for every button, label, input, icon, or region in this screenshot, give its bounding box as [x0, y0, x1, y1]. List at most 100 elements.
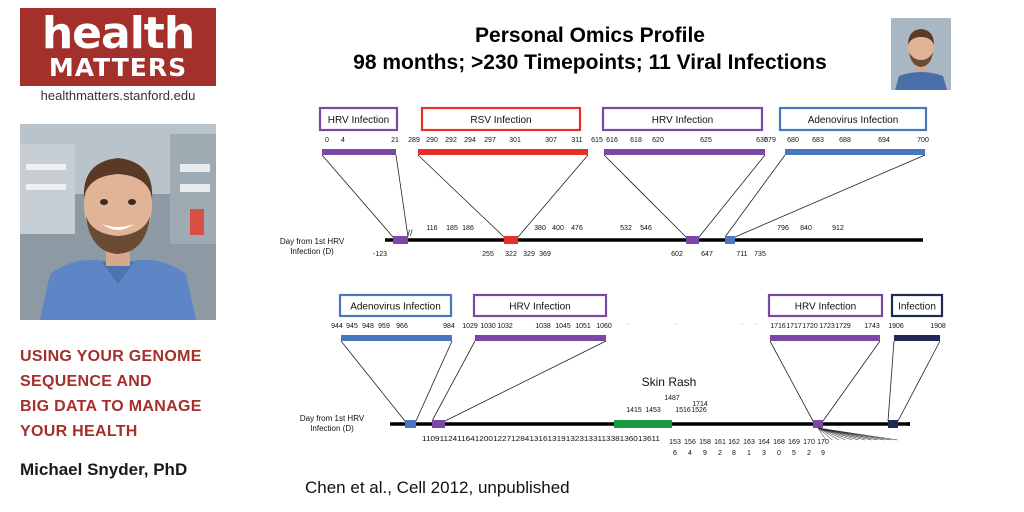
day-tick-label: 1030 — [480, 323, 496, 330]
slide-title-line: 98 months; >230 Timepoints; 11 Viral Inf… — [353, 51, 827, 74]
day-tick-label: 1717 — [786, 323, 802, 330]
zoom-connector-line — [698, 154, 766, 238]
day-tick-label: 1051 — [575, 323, 591, 330]
zoom-connector-line — [395, 154, 409, 238]
day-tick-label: 290 — [426, 137, 438, 144]
zoom-connector-line — [444, 340, 607, 422]
day-tick-label: 694 — [878, 137, 890, 144]
day-tick-label: 616 — [606, 137, 618, 144]
timepoint-label-row: 170 — [817, 439, 829, 446]
timepoint-label-below: 255 — [482, 251, 494, 258]
infection-label: Adenovirus Infection — [350, 302, 441, 313]
faint-tick-label: ’ — [741, 323, 743, 330]
timepoint-label-above: 532 — [620, 225, 632, 232]
zoom-connector-line — [822, 340, 881, 422]
axis-label-line: Infection (D) — [310, 424, 354, 433]
infection-label: RSV Infection — [470, 115, 531, 126]
day-tick-label: 680 — [787, 137, 799, 144]
dense-timepoint-leader — [817, 427, 859, 441]
zoom-connector-line — [415, 340, 453, 422]
timepoint-label-row: 170 — [803, 439, 815, 446]
infection-label: HRV Infection — [795, 302, 857, 313]
timepoint-label-row: 2 — [718, 450, 722, 457]
day-tick-label: 966 — [396, 323, 408, 330]
day-tick-label: 21 — [391, 137, 399, 144]
timepoint-label-row: 161 — [714, 439, 726, 446]
day-tick-label: 1908 — [930, 323, 946, 330]
day-tick-label: 0 — [325, 137, 329, 144]
skin-rash-marker — [614, 420, 672, 428]
infection-label-box — [338, 293, 453, 318]
timepoint-label-row: 158 — [699, 439, 711, 446]
zoom-connector-line — [340, 340, 406, 422]
timepoint-label-below: 711 — [736, 251, 747, 258]
day-tick-label: 948 — [362, 323, 374, 330]
day-tick-label: 945 — [346, 323, 358, 330]
day-tick-label: 959 — [378, 323, 390, 330]
slide-title-line: Personal Omics Profile — [475, 24, 705, 47]
infection-timepoint-marker — [888, 420, 898, 428]
timepoint-label-row: 1 — [747, 450, 751, 457]
timepoint-label-below: -123 — [373, 251, 387, 258]
timepoint-label-above: 116 — [426, 225, 437, 232]
day-tick-label: 1045 — [555, 323, 571, 330]
timepoint-label-below: 322 — [505, 251, 517, 258]
timepoint-label-row: 5 — [792, 450, 796, 457]
dense-timepoint-leader — [817, 427, 898, 441]
infection-label: HRV Infection — [509, 302, 571, 313]
slide-title: Personal Omics Profile 98 months; >230 T… — [240, 22, 940, 76]
site-url-link[interactable]: healthmatters.stanford.edu — [40, 88, 196, 103]
axis-label-line: Day from 1st HRV — [300, 414, 365, 423]
health-matters-logo[interactable]: health MATTERS — [20, 8, 216, 86]
dense-timepoint-leader — [817, 427, 853, 441]
day-tick-label: 294 — [464, 137, 476, 144]
zoom-connector-line — [897, 340, 941, 422]
faint-tick-label: ’ — [627, 323, 629, 330]
dense-timepoint-leader — [817, 427, 833, 441]
timepoint-label-row: 6 — [673, 450, 677, 457]
timepoint-label-row: 153 — [669, 439, 681, 446]
day-tick-label: 679 — [764, 137, 776, 144]
infection-timepoint-marker — [686, 236, 699, 244]
infection-timepoint-marker — [432, 420, 445, 428]
slide: Personal Omics Profile 98 months; >230 T… — [240, 0, 1024, 512]
infection-label-box — [778, 106, 928, 132]
timepoint-label-above: 546 — [640, 225, 652, 232]
day-tick-label: 292 — [445, 137, 457, 144]
dense-timepoint-leader — [817, 427, 827, 441]
timepoint-label-row: 9 — [821, 450, 825, 457]
day-tick-label: 4 — [341, 137, 345, 144]
day-tick-label: 944 — [331, 323, 343, 330]
axis-break-mark: // — [407, 228, 413, 238]
timepoint-label-above: 476 — [571, 225, 583, 232]
faint-tick-label: ’ — [675, 323, 677, 330]
infection-label-box — [420, 106, 582, 132]
timepoint-label-row: 168 — [773, 439, 785, 446]
day-tick-label: 1716 — [770, 323, 786, 330]
day-tick-label: 630 — [756, 137, 768, 144]
timepoint-label-row: 9 — [703, 450, 707, 457]
day-tick-label: 615 — [591, 137, 603, 144]
infection-timepoint-marker — [504, 236, 518, 244]
speaker-name: Michael Snyder, PhD — [20, 460, 188, 479]
infection-label: Adenovirus Infection — [808, 115, 899, 126]
day-tick-label: 1032 — [497, 323, 513, 330]
timepoint-label-above: 1714 — [692, 401, 708, 408]
day-tick-label: 984 — [443, 323, 455, 330]
day-tick-label: 688 — [839, 137, 851, 144]
talk-title-line: USING YOUR GENOME — [20, 348, 202, 365]
timepoint-label-above: 1526 — [691, 407, 707, 414]
timepoint-label-above: 400 — [552, 225, 564, 232]
day-tick-label: 289 — [408, 137, 420, 144]
timepoint-label-row: 163 — [743, 439, 755, 446]
day-tick-label: 1729 — [835, 323, 851, 330]
day-tick-label: 700 — [917, 137, 929, 144]
timepoint-label-row: 169 — [788, 439, 800, 446]
timepoint-label-row: 156 — [684, 439, 696, 446]
timepoint-label-above: 186 — [462, 225, 474, 232]
infection-timepoint-marker — [393, 236, 408, 244]
talk-title-line: BIG DATA TO MANAGE — [20, 398, 202, 415]
timepoint-label-row: 3 — [762, 450, 766, 457]
logo-word-health: health — [41, 8, 195, 59]
zoom-connector-line — [603, 154, 687, 238]
